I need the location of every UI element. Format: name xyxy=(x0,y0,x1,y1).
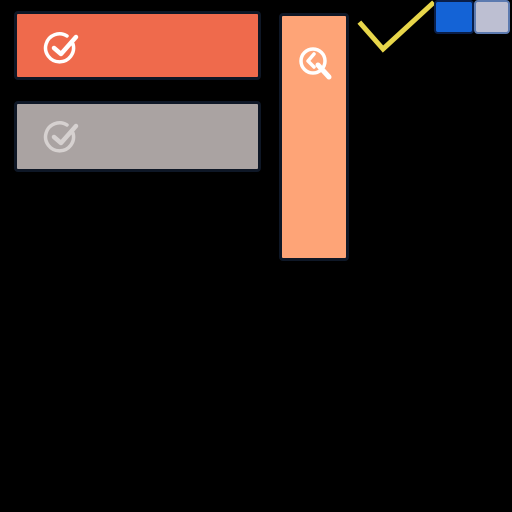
check-button-disabled[interactable] xyxy=(14,101,261,172)
check-button-primary[interactable] xyxy=(14,11,261,80)
color-swatch-gray[interactable] xyxy=(474,0,510,34)
search-icon xyxy=(299,47,332,80)
check-circle-icon xyxy=(43,121,79,153)
color-swatch-blue[interactable] xyxy=(434,0,474,34)
search-button[interactable] xyxy=(279,13,349,261)
check-circle-icon xyxy=(43,32,79,64)
checkmark-icon xyxy=(357,0,436,53)
